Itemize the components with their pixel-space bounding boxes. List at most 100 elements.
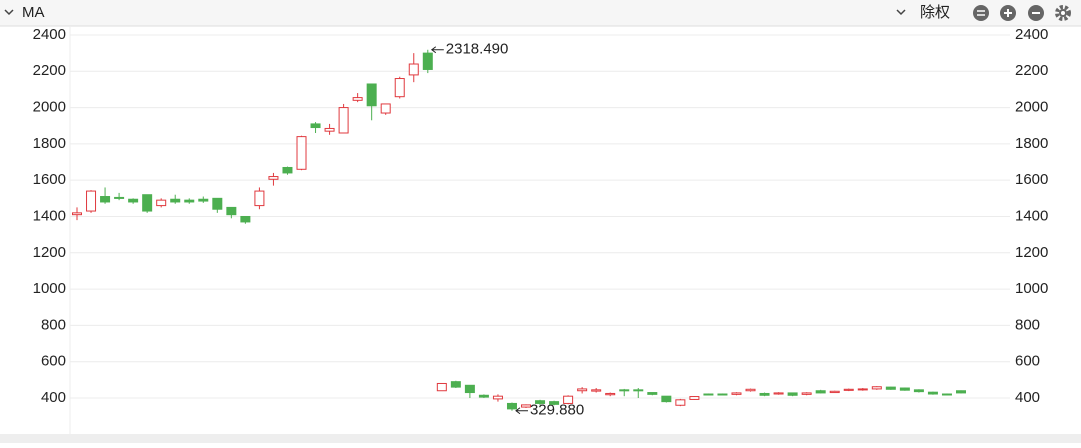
y-tick-label: 1800: [33, 135, 66, 152]
candle-body: [310, 123, 321, 129]
candle-body: [563, 395, 574, 404]
candle-body: [506, 402, 517, 410]
y2-tick-label: 2200: [1015, 62, 1048, 79]
candle-body: [731, 392, 742, 395]
annotation-label: 2318.490: [446, 41, 509, 58]
candle-body: [787, 392, 798, 396]
candle-body: [773, 392, 784, 395]
y-tick-label: 1400: [33, 207, 66, 224]
y-tick-label: 1000: [33, 280, 66, 297]
candle-body: [100, 196, 111, 203]
candle-body: [86, 190, 97, 212]
candle-body: [941, 393, 952, 396]
candle-body: [156, 199, 167, 207]
candle-body: [675, 399, 686, 406]
y-tick-label: 1600: [33, 171, 66, 188]
adjust-label[interactable]: 除权: [920, 4, 950, 21]
candle-body: [717, 393, 728, 396]
candle-body: [408, 63, 419, 76]
candle-body: [142, 194, 153, 212]
dropdown-icon[interactable]: [4, 9, 14, 16]
candle-body: [633, 389, 644, 392]
candle-body: [338, 107, 349, 134]
dropdown-icon[interactable]: [896, 9, 906, 16]
candle-body: [324, 127, 335, 132]
y-tick-label: 1200: [33, 244, 66, 261]
zoom-in[interactable]: [1000, 5, 1016, 21]
y2-tick-label: 600: [1015, 353, 1040, 370]
y-tick-label: 800: [41, 316, 66, 333]
candle-body: [226, 206, 237, 216]
candle-body: [899, 387, 910, 391]
toolbar: [0, 0, 1081, 26]
candle-body: [268, 176, 279, 180]
candle-body: [422, 52, 433, 70]
candle-body: [436, 382, 447, 392]
candle-body: [871, 386, 882, 390]
annotation-label: 329.880: [530, 402, 584, 419]
candle-body: [829, 390, 840, 394]
candle-body: [703, 393, 714, 396]
y2-tick-label: 1200: [1015, 244, 1048, 261]
annotation-arrow: [515, 407, 528, 415]
y2-tick-label: 1000: [1015, 280, 1048, 297]
y-tick-label: 2400: [33, 26, 66, 43]
candle-body: [591, 389, 602, 392]
candle-body: [184, 199, 195, 203]
candle-body: [352, 97, 363, 101]
candle-body: [128, 198, 139, 203]
candle-body: [577, 388, 588, 392]
candle-body: [689, 396, 700, 400]
candle-body: [549, 401, 560, 405]
candle-body: [661, 395, 672, 403]
indicator-label[interactable]: MA: [22, 4, 45, 21]
candle-body: [282, 166, 293, 174]
y2-tick-label: 1400: [1015, 207, 1048, 224]
candle-body: [212, 197, 223, 210]
candle-body: [521, 404, 532, 408]
candle-body: [927, 391, 938, 395]
candle-body: [72, 212, 82, 216]
y-tick-label: 600: [41, 353, 66, 370]
candle-body: [240, 215, 251, 223]
candle-body: [450, 381, 461, 388]
candle-body: [815, 390, 826, 394]
y-tick-label: 2000: [33, 99, 66, 116]
candle-body: [605, 392, 616, 396]
annotation-arrow: [430, 46, 444, 54]
y-tick-label: 400: [41, 389, 66, 406]
y2-tick-label: 1600: [1015, 171, 1048, 188]
scrollbar[interactable]: [0, 434, 1081, 443]
candle-body: [198, 198, 209, 202]
candle-body: [745, 388, 756, 392]
candle-body: [956, 390, 966, 394]
candle-body: [464, 384, 475, 394]
settings[interactable]: [1055, 5, 1071, 21]
candle-body: [170, 198, 181, 203]
candle-body: [478, 394, 489, 398]
candle-body: [759, 392, 770, 396]
zoom-out[interactable]: [1028, 5, 1044, 21]
candle-body: [913, 389, 924, 393]
candle-body: [296, 136, 307, 170]
candle-body: [366, 83, 377, 107]
zoom-reset[interactable]: [973, 5, 989, 21]
y2-tick-label: 2000: [1015, 99, 1048, 116]
y-tick-label: 2200: [33, 62, 66, 79]
candle-body: [394, 78, 405, 98]
y2-tick-label: 400: [1015, 389, 1040, 406]
y2-tick-label: 800: [1015, 316, 1040, 333]
candle-body: [492, 395, 503, 400]
candle-body: [885, 386, 896, 390]
y2-tick-label: 1800: [1015, 135, 1048, 152]
candle-body: [380, 103, 391, 114]
candle-body: [801, 392, 812, 395]
candle-body: [619, 389, 630, 392]
candle-body: [114, 196, 125, 199]
candle-body: [647, 392, 658, 395]
candle-body: [535, 400, 546, 404]
candle-body: [857, 388, 868, 391]
y2-tick-label: 2400: [1015, 26, 1048, 43]
